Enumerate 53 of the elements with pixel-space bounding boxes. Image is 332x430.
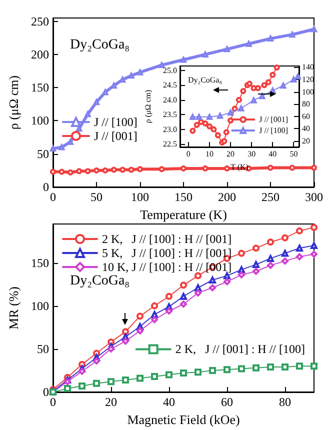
x-tick-label: 200	[218, 190, 236, 204]
annotation: Dy₂CoGa₈	[70, 274, 130, 288]
x-tick-label: 60	[221, 395, 233, 409]
y-tick-label: 100	[31, 114, 49, 128]
y-tick-label: 25.0	[163, 66, 177, 75]
y-tick-label: 0	[43, 180, 49, 194]
y-tick-label: 250	[31, 14, 49, 28]
x-tick-label: 30	[248, 150, 256, 158]
x-tick-label: 250	[262, 190, 280, 204]
x-tick-label: 40	[163, 395, 175, 409]
legend-label: J // [001]	[259, 115, 288, 124]
x-tick-label: 40	[268, 150, 277, 158]
x-tick-label: 100	[131, 190, 149, 204]
y2-tick-label: 20	[302, 136, 310, 146]
y2-tick-label: 80	[302, 100, 310, 109]
y2-tick-label: 40	[302, 124, 310, 134]
y-tick-label: 50	[37, 342, 49, 356]
legend-label: J // [001]	[94, 128, 138, 143]
x-tick-label: 50	[90, 190, 102, 204]
x-tick-label: 0	[186, 150, 190, 158]
legend-label: 2 K, J // [001] : H // [100]	[175, 342, 306, 356]
y-tick-label: 24.0	[163, 95, 177, 104]
legend-label: J // [100]	[94, 114, 138, 129]
y2-tick-label: 140	[302, 62, 314, 72]
x-tick-label: 150	[174, 190, 192, 204]
y2-tick-label: 60	[302, 112, 310, 121]
x-tick-label: 50	[290, 150, 298, 158]
x-axis-title: Magnetic Field (kOe)	[127, 412, 240, 427]
y-tick-label: 0	[43, 385, 49, 399]
annotation: Dy₂CoGa₈	[70, 38, 130, 52]
x-tick-label: 10	[205, 150, 214, 158]
y-tick-label: 200	[31, 47, 49, 62]
x-tick-label: 20	[105, 395, 117, 409]
y-axis-title: ρ (μΩ cm)	[144, 90, 153, 124]
legend-label: 5 K, J // [100] : H // [001]	[102, 246, 232, 260]
y-tick-label: 150	[31, 256, 49, 270]
y-tick-label: 23.5	[163, 110, 177, 120]
x-tick-label: 300	[305, 190, 323, 204]
y2-tick-label: 120	[302, 75, 314, 84]
x-tick-label: 20	[226, 150, 235, 158]
y2-tick-label: 100	[302, 87, 314, 96]
y-axis-title: ρ (μΩ cm)	[6, 75, 22, 130]
legend-label: 2 K, J // [100] : H // [001]	[102, 232, 232, 246]
y-tick-label: 150	[31, 80, 49, 95]
x-axis-title: Temperature (K)	[140, 206, 227, 222]
annotation: Dy₂CoGa₈	[188, 76, 222, 84]
legend-label: J // [100]	[259, 126, 288, 136]
y-axis-title: MR (%)	[6, 286, 22, 330]
y-tick-label: 24.5	[163, 80, 177, 90]
x-tick-label: 80	[279, 395, 291, 409]
y-tick-label: 100	[31, 298, 49, 313]
y-tick-label: 22.5	[163, 140, 177, 149]
y-tick-label: 23.0	[163, 124, 177, 134]
